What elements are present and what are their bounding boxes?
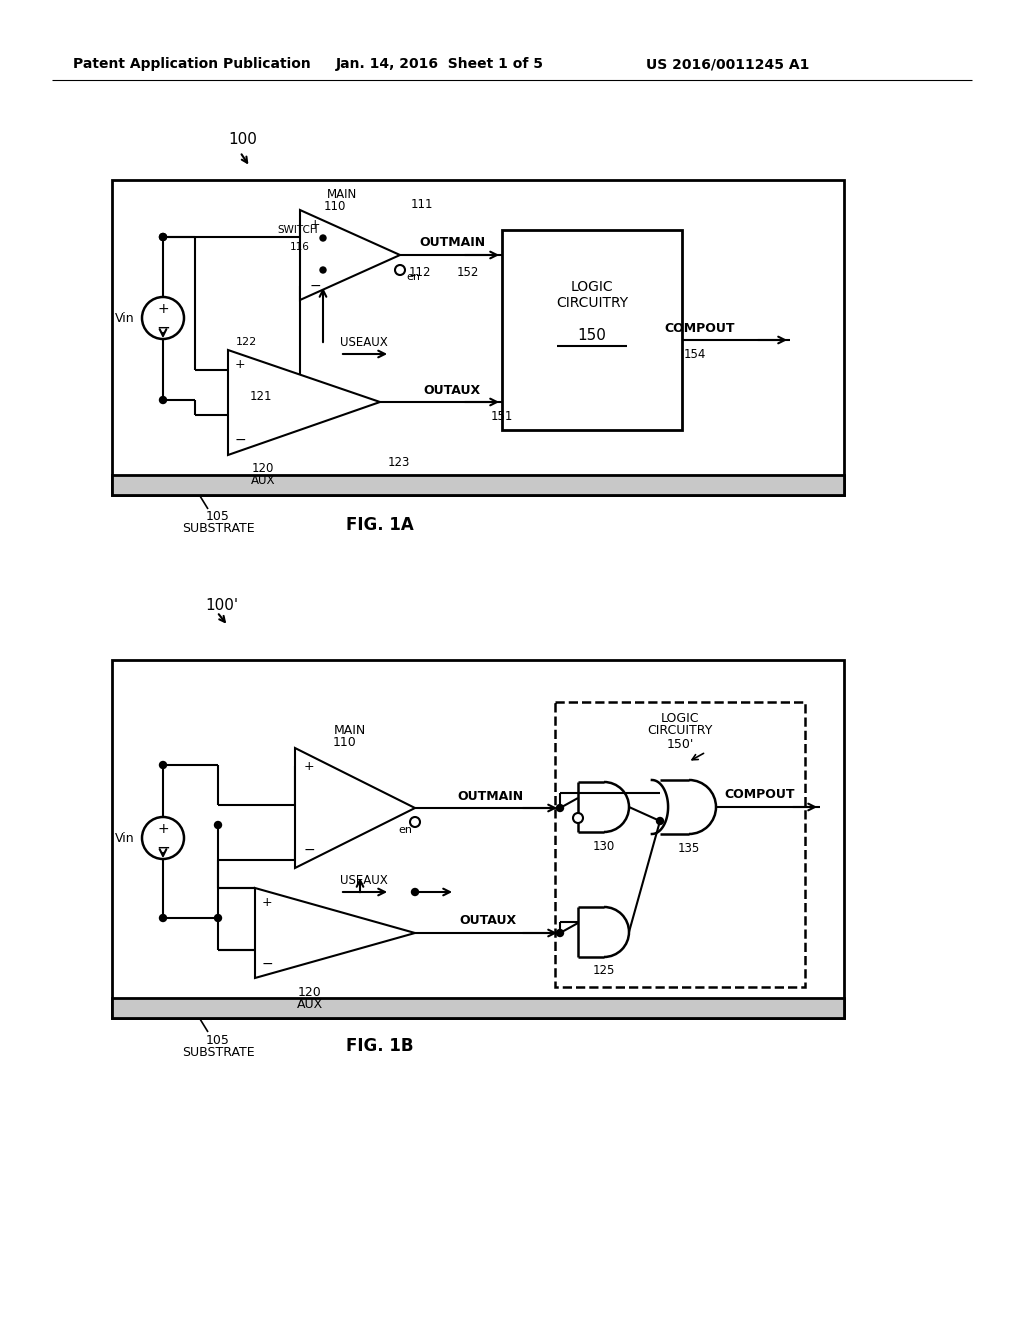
Text: Vin: Vin [116,832,135,845]
Text: 151: 151 [490,409,513,422]
Text: −: − [156,319,170,337]
Circle shape [160,396,167,404]
Text: OUTMAIN: OUTMAIN [419,236,485,249]
Text: 110: 110 [333,737,357,750]
Text: COMPOUT: COMPOUT [665,322,735,334]
Circle shape [412,888,419,895]
Text: OUTAUX: OUTAUX [460,915,516,928]
Text: SUBSTRATE: SUBSTRATE [181,1045,254,1059]
Text: +: + [309,218,321,231]
Circle shape [160,915,167,921]
Text: 150: 150 [578,327,606,342]
Polygon shape [295,748,415,869]
Text: OUTAUX: OUTAUX [424,384,480,396]
Circle shape [573,813,583,822]
Text: SWITCH: SWITCH [278,224,317,235]
Text: 110: 110 [324,199,346,213]
Text: CIRCUITRY: CIRCUITRY [647,723,713,737]
Text: 125: 125 [593,965,615,978]
Text: 120: 120 [252,462,274,474]
Circle shape [556,929,563,936]
Text: USEAUX: USEAUX [340,335,388,348]
Text: −: − [261,957,272,972]
Text: 111: 111 [411,198,433,211]
Text: LOGIC: LOGIC [660,711,699,725]
Text: 122: 122 [236,337,257,347]
Text: 116: 116 [290,242,310,252]
Polygon shape [255,888,415,978]
Polygon shape [228,350,380,455]
Text: Jan. 14, 2016  Sheet 1 of 5: Jan. 14, 2016 Sheet 1 of 5 [336,57,544,71]
Text: 120: 120 [298,986,322,998]
Text: +: + [262,895,272,908]
Text: 105: 105 [206,1034,230,1047]
Circle shape [160,234,167,240]
Text: 130: 130 [593,840,615,853]
Text: +: + [304,759,314,772]
Text: FIG. 1B: FIG. 1B [346,1038,414,1055]
Text: MAIN: MAIN [334,725,367,738]
Text: 100': 100' [205,598,239,612]
Circle shape [319,235,326,242]
Text: SUBSTRATE: SUBSTRATE [181,523,254,536]
Bar [112,998,844,1018]
Bar [112,475,844,495]
Circle shape [410,817,420,828]
Text: Vin: Vin [116,312,135,325]
Text: +: + [158,302,169,315]
Text: COMPOUT: COMPOUT [725,788,796,800]
Text: 152: 152 [457,265,479,279]
Text: 154: 154 [684,347,707,360]
Circle shape [214,915,221,921]
Text: Patent Application Publication: Patent Application Publication [73,57,311,71]
Bar [502,230,682,430]
Text: USEAUX: USEAUX [340,874,388,887]
Circle shape [214,821,221,829]
Text: 123: 123 [388,457,411,470]
Text: en: en [398,825,412,836]
Text: 121: 121 [250,391,272,404]
Circle shape [160,762,167,768]
Text: AUX: AUX [297,998,324,1011]
Text: −: − [303,843,314,857]
Text: 112: 112 [409,265,431,279]
Text: −: − [309,279,321,293]
Bar [555,702,805,987]
Circle shape [160,234,167,240]
Text: +: + [234,359,246,371]
Text: MAIN: MAIN [327,189,357,202]
Text: AUX: AUX [251,474,275,487]
Text: −: − [156,840,170,857]
Text: en: en [406,272,420,282]
Circle shape [142,817,184,859]
Bar [112,660,844,1018]
Bar [305,238,341,271]
Bar [112,180,844,495]
Circle shape [142,297,184,339]
Text: 100: 100 [228,132,257,148]
Text: +: + [158,822,169,836]
Text: 150': 150' [667,738,693,751]
Circle shape [395,265,406,275]
Text: LOGIC
CIRCUITRY: LOGIC CIRCUITRY [556,280,628,310]
Circle shape [319,267,326,273]
Circle shape [656,817,664,825]
Text: FIG. 1A: FIG. 1A [346,516,414,535]
Polygon shape [300,210,400,300]
Circle shape [556,804,563,812]
Text: US 2016/0011245 A1: US 2016/0011245 A1 [646,57,810,71]
Text: 105: 105 [206,511,230,524]
Text: −: − [234,433,246,447]
Text: OUTMAIN: OUTMAIN [457,789,523,803]
Text: 135: 135 [678,842,700,854]
